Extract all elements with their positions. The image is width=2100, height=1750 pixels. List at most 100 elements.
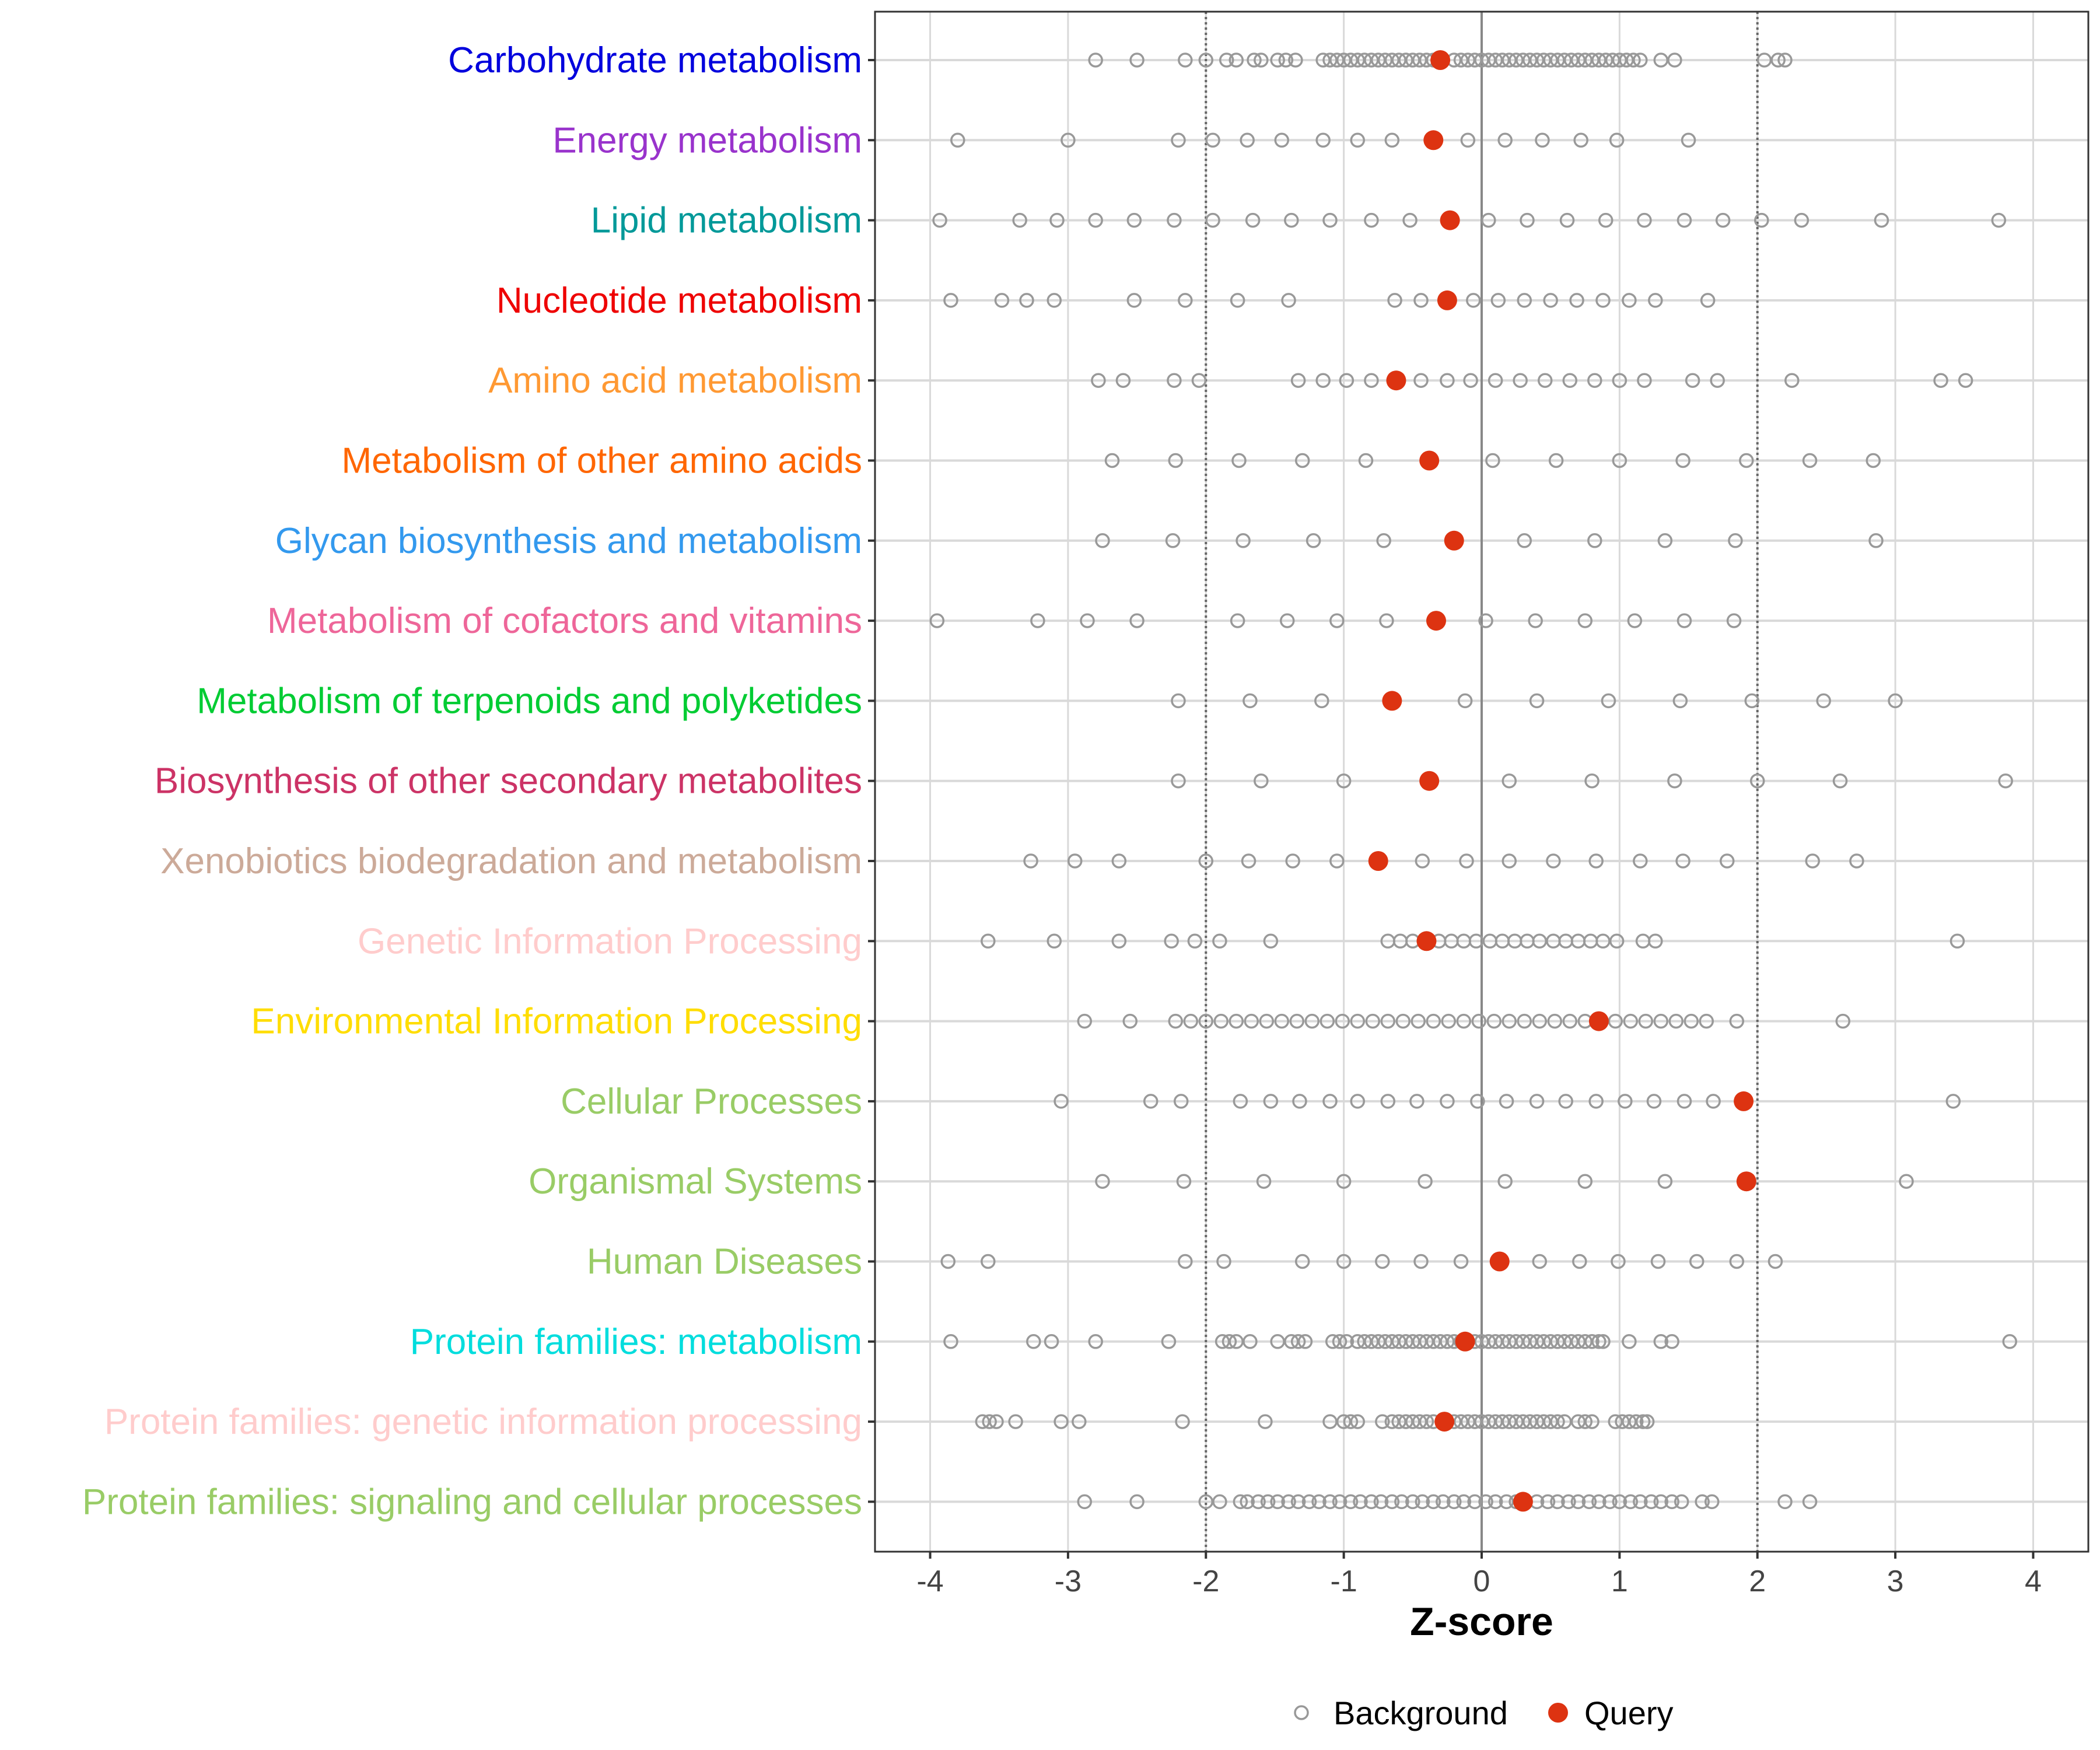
background-point: [1289, 1013, 1305, 1029]
background-point: [1581, 1494, 1597, 1510]
background-point: [1322, 212, 1338, 228]
background-point: [1446, 1494, 1462, 1510]
background-point: [1648, 933, 1663, 949]
background-point: [1263, 933, 1279, 949]
background-point: [1088, 52, 1103, 68]
category-label: Protein families: genetic information pr…: [104, 1402, 862, 1442]
background-point: [1704, 1494, 1720, 1510]
background-point: [1548, 453, 1564, 468]
background-point: [1481, 212, 1496, 228]
background-point: [1676, 613, 1692, 628]
background-point: [1623, 1494, 1639, 1510]
background-point: [1129, 613, 1144, 628]
background-point: [1164, 933, 1179, 949]
background-point: [1777, 52, 1793, 68]
background-point: [1222, 1334, 1237, 1349]
background-point: [1559, 212, 1575, 228]
category-label: Organismal Systems: [528, 1161, 862, 1202]
x-tick-label: 4: [2025, 1564, 2042, 1598]
background-point: [1729, 1013, 1745, 1029]
background-point: [1517, 1013, 1532, 1029]
background-point: [1770, 52, 1786, 68]
background-point: [1167, 212, 1182, 228]
background-point: [1278, 52, 1294, 68]
background-point: [1467, 1494, 1482, 1510]
background-point: [1466, 293, 1481, 308]
background-point: [1176, 1174, 1192, 1189]
category-label: Carbohydrate metabolism: [448, 40, 862, 80]
category-label: Amino acid metabolism: [488, 360, 862, 401]
background-point: [1638, 1013, 1654, 1029]
background-point: [1440, 1094, 1455, 1109]
background-point: [1054, 1094, 1069, 1109]
background-point: [1588, 853, 1604, 869]
background-point: [1667, 52, 1682, 68]
background-point: [1550, 1494, 1565, 1510]
background-point: [1285, 853, 1300, 869]
background-point: [1077, 1494, 1093, 1510]
background-point: [1744, 693, 1760, 709]
background-point: [1290, 1334, 1306, 1349]
background-point: [1230, 293, 1245, 308]
background-point: [1375, 1414, 1390, 1429]
background-point: [1471, 1013, 1487, 1029]
x-axis: -4 -3 -2 -1 0 1 2 3 4: [916, 1552, 2042, 1598]
background-point: [1699, 1013, 1714, 1029]
background-point: [1729, 1254, 1745, 1269]
background-point: [1460, 132, 1476, 148]
background-point: [1175, 1414, 1190, 1429]
background-point: [1171, 693, 1186, 709]
background-point: [1335, 1013, 1350, 1029]
background-point: [1577, 1174, 1593, 1189]
background-point: [1281, 1494, 1296, 1510]
background-point: [1588, 1094, 1604, 1109]
background-point: [1561, 1494, 1576, 1510]
background-point: [1569, 293, 1584, 308]
x-tick-label: -3: [1055, 1564, 1082, 1598]
background-point: [1674, 1494, 1689, 1510]
background-point: [1410, 1013, 1426, 1029]
background-point: [1685, 373, 1700, 388]
background-point: [1653, 1494, 1669, 1510]
background-point: [1700, 293, 1716, 308]
background-point: [1270, 52, 1285, 68]
background-point: [1413, 1254, 1429, 1269]
background-point: [1375, 1254, 1390, 1269]
background-point: [1288, 52, 1303, 68]
background-point: [1710, 373, 1725, 388]
background-point: [1456, 1494, 1472, 1510]
background-point: [1350, 1094, 1366, 1109]
background-point: [1768, 1254, 1783, 1269]
background-point: [1290, 1494, 1306, 1510]
background-point: [1171, 132, 1186, 148]
background-point: [1517, 533, 1532, 548]
background-point: [1573, 132, 1588, 148]
background-point: [1008, 1414, 1023, 1429]
background-point: [1167, 373, 1182, 388]
background-point: [1297, 1334, 1313, 1349]
query-point: [1416, 931, 1437, 951]
background-point: [1046, 293, 1062, 308]
background-point: [1178, 293, 1193, 308]
background-point: [1077, 1013, 1093, 1029]
background-point: [1126, 212, 1142, 228]
background-point: [940, 1254, 956, 1269]
background-point: [1612, 453, 1628, 468]
background-point: [1281, 293, 1296, 308]
background-point: [1958, 373, 1973, 388]
background-point: [1584, 773, 1600, 789]
background-point: [1240, 1494, 1255, 1510]
background-point: [1205, 132, 1220, 148]
background-point: [1242, 693, 1258, 709]
background-point: [1478, 613, 1493, 628]
background-point: [1292, 1094, 1307, 1109]
background-point: [1168, 453, 1184, 468]
query-point: [1489, 1251, 1510, 1272]
background-point: [1470, 1094, 1485, 1109]
category-label: Energy metabolism: [552, 120, 862, 160]
reference-lines: [1205, 12, 1759, 1552]
background-point: [1104, 453, 1120, 468]
background-point: [981, 1254, 996, 1269]
background-point: [1274, 132, 1290, 148]
background-point: [1259, 1013, 1275, 1029]
